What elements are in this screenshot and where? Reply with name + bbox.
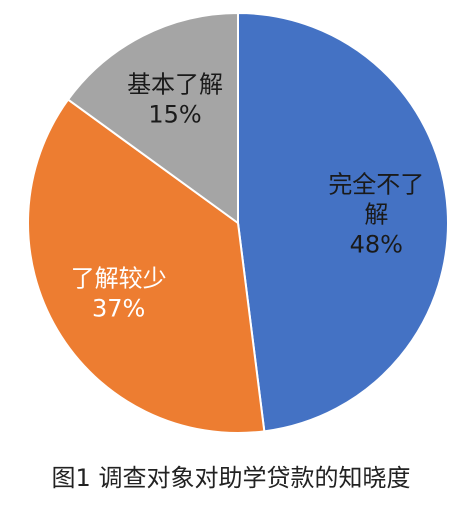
pie-chart-svg: 完全不了解 48% 了解较少 37% 基本了解 15% — [27, 11, 449, 434]
pie-slice-category-label: 解 — [364, 200, 388, 228]
figure-caption: 图1 调查对象对助学贷款的知晓度 — [51, 464, 411, 492]
pie-slice-1 — [27, 98, 266, 434]
pie-slice-label-2: 基本了解 15% — [127, 71, 223, 129]
pie-chart: 完全不了解 48% 了解较少 37% 基本了解 15% — [27, 11, 449, 434]
pie-slice-value-label: 15% — [148, 101, 201, 129]
pie-slice-category-label: 了解较少 — [71, 265, 167, 293]
pie-slice-value-label: 37% — [92, 295, 145, 323]
pie-slice-label-1: 了解较少 37% — [71, 265, 167, 323]
pie-slice-0 — [237, 11, 449, 433]
pie-slice-category-label: 完全不了 — [328, 170, 424, 198]
pie-slice-category-label: 基本了解 — [127, 71, 223, 99]
pie-slice-2 — [66, 11, 239, 225]
pie-slice-label-0: 完全不了解 48% — [328, 170, 424, 258]
pie-slice-value-label: 48% — [350, 230, 403, 258]
